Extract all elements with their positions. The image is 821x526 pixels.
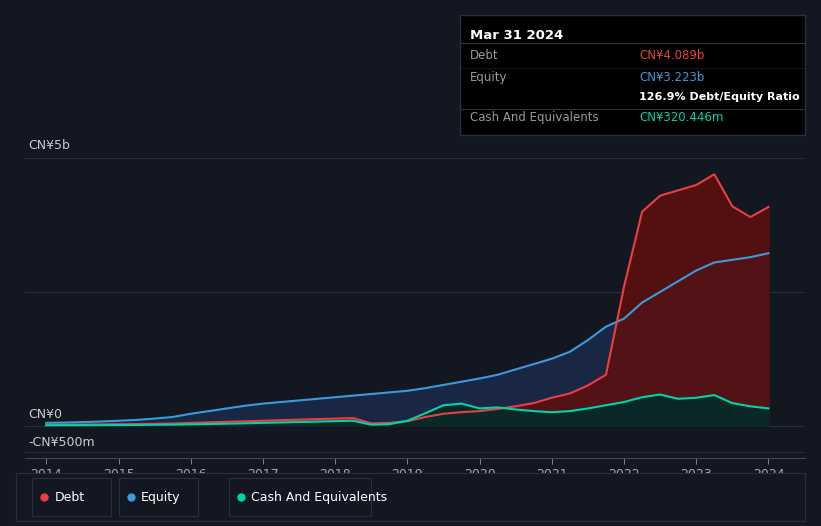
Text: 126.9% Debt/Equity Ratio: 126.9% Debt/Equity Ratio: [640, 92, 800, 102]
Text: Debt: Debt: [470, 48, 499, 62]
Text: Cash And Equivalents: Cash And Equivalents: [251, 491, 388, 503]
Text: Mar 31 2024: Mar 31 2024: [470, 29, 563, 43]
Text: CN¥4.089b: CN¥4.089b: [640, 48, 704, 62]
Text: Equity: Equity: [141, 491, 181, 503]
Text: CN¥320.446m: CN¥320.446m: [640, 111, 724, 124]
Text: CN¥0: CN¥0: [28, 408, 62, 421]
Text: CN¥5b: CN¥5b: [28, 139, 70, 152]
Text: Debt: Debt: [54, 491, 85, 503]
Text: -CN¥500m: -CN¥500m: [28, 436, 95, 449]
Text: Equity: Equity: [470, 72, 508, 84]
Text: CN¥3.223b: CN¥3.223b: [640, 72, 704, 84]
Text: Cash And Equivalents: Cash And Equivalents: [470, 111, 599, 124]
